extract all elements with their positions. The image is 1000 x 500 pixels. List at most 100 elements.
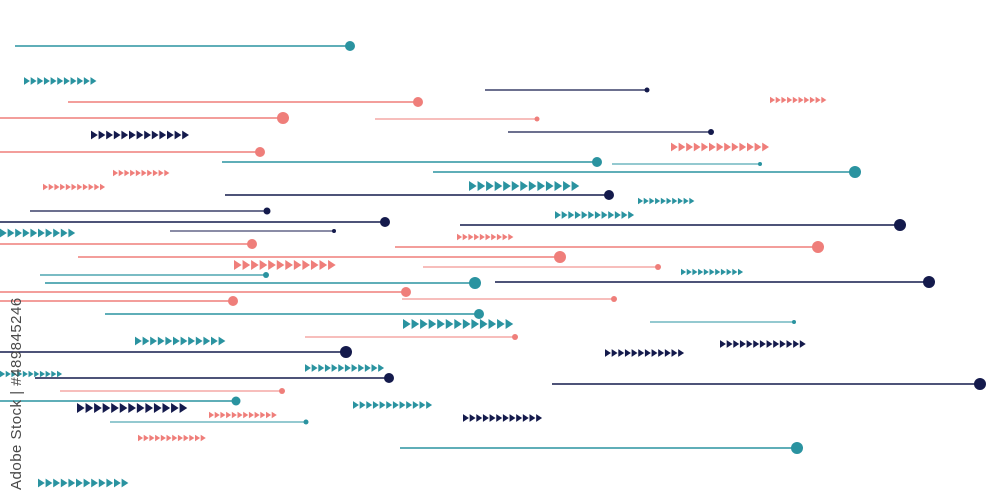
line-end-dot-icon	[708, 129, 714, 135]
speed-line	[0, 287, 411, 297]
line-end-dot-icon	[228, 296, 238, 306]
triangle-right-icon	[815, 96, 821, 104]
speed-line	[78, 251, 566, 263]
triangle-right-icon	[91, 130, 98, 140]
triangle-right-icon	[60, 228, 68, 238]
triangle-right-icon	[709, 268, 715, 276]
speed-line	[612, 162, 762, 166]
speed-line	[433, 166, 861, 178]
triangle-right-icon	[528, 181, 537, 191]
triangle-right-icon	[50, 77, 57, 85]
triangle-right-icon	[502, 414, 509, 422]
triangle-right-icon	[457, 233, 463, 241]
triangle-right-icon	[318, 364, 325, 372]
triangle-right-icon	[486, 181, 494, 191]
triangle-right-icon	[614, 211, 621, 219]
triangle-right-icon	[151, 130, 159, 140]
line-end-dot-icon	[894, 219, 906, 231]
triangle-right-icon	[179, 403, 188, 413]
triangle-right-icon	[48, 183, 54, 191]
triangle-right-icon	[136, 130, 144, 140]
triangle-right-icon	[563, 181, 571, 191]
triangle-right-icon	[152, 169, 158, 177]
triangle-right-icon	[643, 197, 649, 205]
triangle-right-icon	[536, 414, 543, 422]
triangle-right-icon	[555, 211, 561, 219]
arrow-streak	[638, 197, 695, 205]
speed-line	[402, 296, 617, 302]
arrow-streak	[0, 228, 76, 238]
triangle-right-icon	[76, 478, 83, 488]
line-end-dot-icon	[792, 320, 796, 324]
triangle-right-icon	[693, 142, 701, 152]
triangle-right-icon	[331, 364, 338, 372]
triangle-right-icon	[520, 181, 528, 191]
triangle-right-icon	[628, 211, 635, 219]
triangle-right-icon	[174, 130, 182, 140]
line-end-dot-icon	[345, 41, 355, 51]
triangle-right-icon	[672, 197, 678, 205]
triangle-right-icon	[310, 260, 319, 270]
triangle-right-icon	[545, 181, 554, 191]
triangle-right-icon	[94, 183, 100, 191]
triangle-right-icon	[537, 181, 546, 191]
triangle-right-icon	[226, 411, 232, 419]
speed-line	[170, 229, 336, 233]
triangle-right-icon	[98, 130, 106, 140]
triangle-right-icon	[147, 169, 153, 177]
arrow-streak	[605, 349, 685, 357]
triangle-right-icon	[231, 411, 237, 419]
triangle-right-icon	[248, 411, 254, 419]
triangle-right-icon	[0, 370, 6, 378]
triangle-right-icon	[128, 403, 136, 413]
triangle-right-icon	[469, 181, 477, 191]
triangle-right-icon	[554, 181, 563, 191]
speed-line	[105, 309, 484, 319]
line-end-dot-icon	[791, 442, 803, 454]
triangle-right-icon	[649, 197, 655, 205]
speed-line	[0, 296, 238, 306]
speed-line	[30, 207, 271, 215]
triangle-right-icon	[731, 142, 739, 152]
line-end-dot-icon	[604, 190, 614, 200]
triangle-right-icon	[60, 183, 66, 191]
triangle-right-icon	[568, 211, 575, 219]
triangle-right-icon	[770, 96, 776, 104]
triangle-right-icon	[22, 228, 30, 238]
triangle-right-icon	[677, 197, 683, 205]
speed-line	[460, 219, 906, 231]
triangle-right-icon	[581, 211, 588, 219]
line-end-dot-icon	[277, 112, 289, 124]
line-end-dot-icon	[849, 166, 861, 178]
triangle-right-icon	[121, 130, 129, 140]
line-end-dot-icon	[279, 388, 285, 394]
triangle-right-icon	[372, 401, 379, 409]
triangle-right-icon	[45, 228, 53, 238]
triangle-right-icon	[203, 336, 211, 346]
line-end-dot-icon	[255, 147, 265, 157]
triangle-right-icon	[686, 268, 692, 276]
triangle-right-icon	[180, 336, 188, 346]
triangle-right-icon	[786, 340, 793, 348]
speed-line	[0, 112, 289, 124]
triangle-right-icon	[135, 336, 142, 346]
triangle-right-icon	[43, 183, 49, 191]
triangle-right-icon	[491, 233, 497, 241]
triangle-right-icon	[516, 414, 523, 422]
triangle-right-icon	[83, 77, 90, 85]
triangle-right-icon	[479, 319, 488, 329]
triangle-right-icon	[479, 233, 485, 241]
triangle-right-icon	[106, 478, 114, 488]
triangle-right-icon	[45, 478, 53, 488]
triangle-right-icon	[426, 401, 433, 409]
triangle-right-icon	[182, 130, 189, 140]
triangle-right-icon	[143, 434, 149, 442]
speed-line	[495, 276, 935, 288]
line-end-dot-icon	[812, 241, 824, 253]
triangle-right-icon	[166, 434, 172, 442]
triangle-right-icon	[732, 268, 738, 276]
triangle-right-icon	[726, 340, 733, 348]
triangle-right-icon	[43, 77, 50, 85]
triangle-right-icon	[792, 96, 798, 104]
triangle-right-icon	[605, 349, 611, 357]
